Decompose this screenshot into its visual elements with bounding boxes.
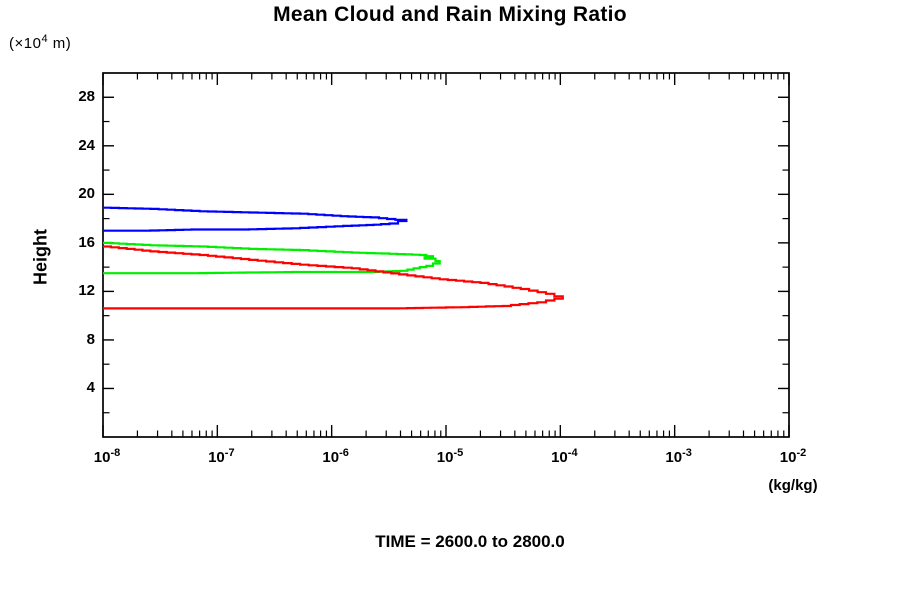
- x-tick-label: 10-6: [322, 447, 348, 466]
- y-tick-label: 28: [78, 88, 95, 106]
- y-tick-label: 24: [78, 136, 95, 154]
- y-axis-unit-suffix: m): [48, 35, 72, 52]
- x-tick-base: 10: [93, 449, 111, 466]
- y-axis-unit-label: (×104 m): [9, 33, 71, 52]
- series-red-profile-curve: [103, 245, 564, 310]
- x-tick-base: 10: [436, 449, 454, 466]
- x-tick-base: 10: [779, 449, 797, 466]
- x-tick-exponent: -4: [567, 447, 578, 459]
- series-green-profile-curve: [103, 241, 441, 275]
- x-tick-label: 10-8: [94, 447, 120, 466]
- y-tick-label: 8: [86, 330, 95, 348]
- y-tick-label: 4: [86, 379, 95, 397]
- x-tick-label: 10-3: [665, 447, 691, 466]
- x-tick-label: 10-7: [208, 447, 234, 466]
- x-tick-label: 10-4: [551, 447, 577, 466]
- x-tick-exponent: -8: [110, 447, 121, 459]
- y-axis-unit-exponent: 4: [41, 33, 49, 45]
- time-range-caption: TIME = 2600.0 to 2800.0: [375, 532, 565, 551]
- x-tick-label: 10-5: [437, 447, 463, 466]
- x-axis-unit-label: (kg/kg): [768, 477, 818, 494]
- x-tick-exponent: -7: [224, 447, 235, 459]
- x-tick-base: 10: [551, 449, 568, 466]
- x-tick-exponent: -5: [453, 447, 464, 459]
- x-tick-exponent: -6: [339, 447, 349, 459]
- y-axis-unit-prefix: (×10: [9, 35, 42, 52]
- x-tick-label: 10-2: [780, 447, 806, 466]
- x-tick-exponent: -2: [796, 447, 807, 459]
- series-blue-profile-curve: [103, 206, 408, 232]
- y-tick-label: 20: [78, 185, 95, 203]
- y-tick-label: 16: [78, 233, 95, 251]
- y-tick-label: 12: [78, 282, 95, 300]
- x-tick-exponent: -3: [682, 447, 692, 459]
- x-tick-base: 10: [665, 449, 683, 466]
- x-tick-base: 10: [322, 449, 340, 466]
- x-tick-base: 10: [208, 449, 225, 466]
- chart-title: Mean Cloud and Rain Mixing Ratio: [273, 3, 627, 26]
